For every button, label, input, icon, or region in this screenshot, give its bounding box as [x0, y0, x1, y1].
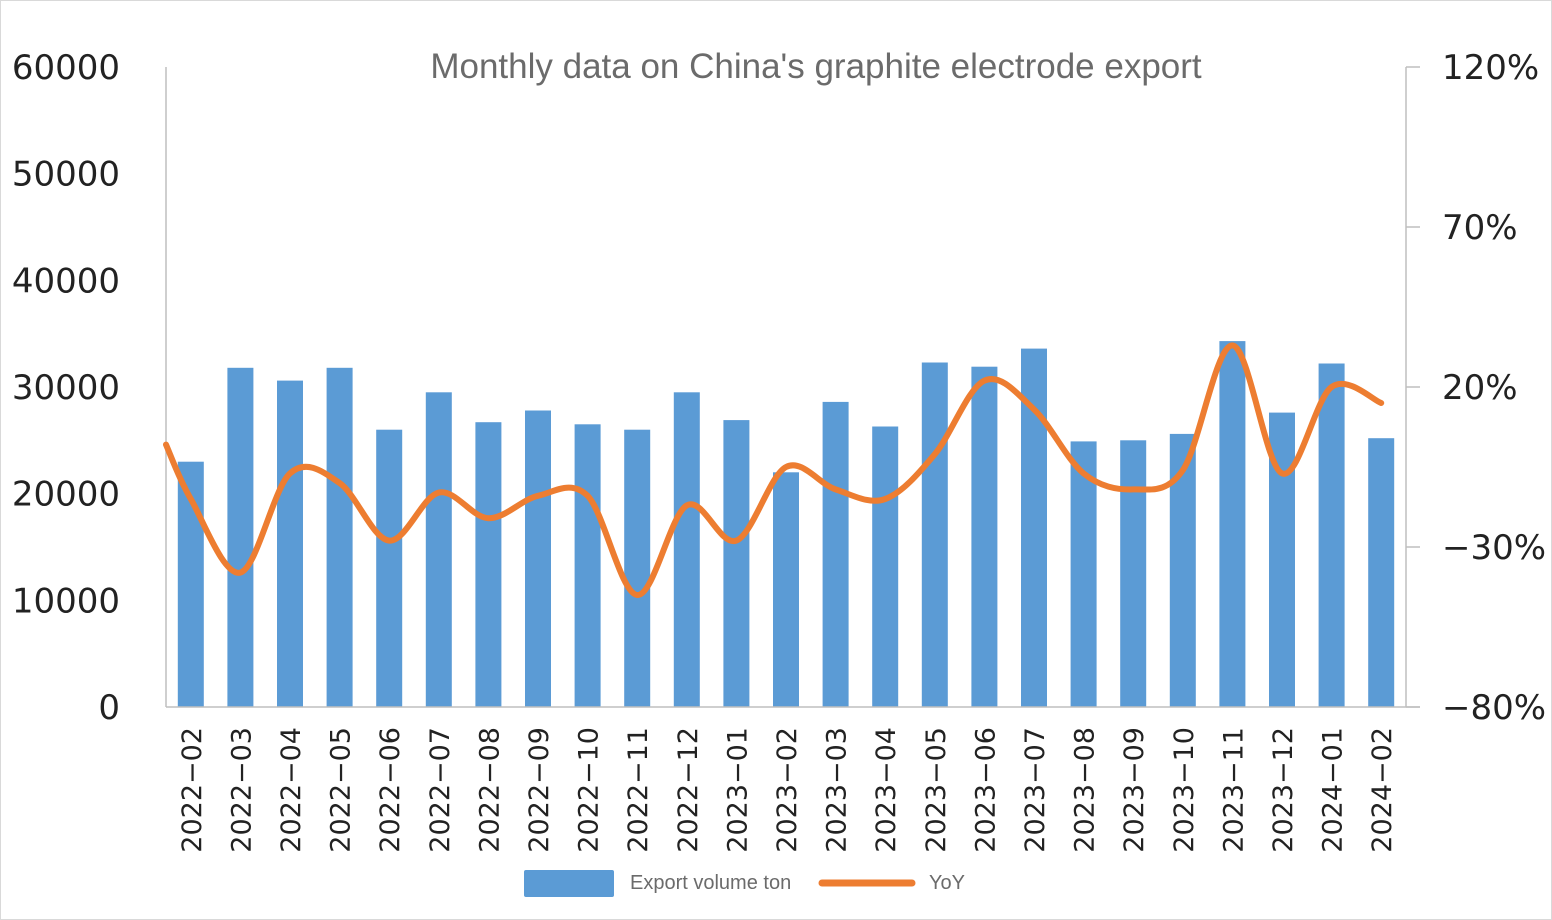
- x-tick-label: 2024−01: [1318, 727, 1349, 853]
- x-tick-label: 2023−06: [970, 727, 1001, 853]
- bar-2022−03: [227, 367, 254, 707]
- bar-2022−08: [475, 422, 502, 707]
- bar-2023−02: [773, 472, 799, 707]
- bar-2022−04: [277, 380, 303, 707]
- line-series: [163, 342, 1385, 598]
- x-tick-label: 2022−02: [177, 727, 208, 853]
- right-tick-label: 20%: [1442, 368, 1518, 408]
- x-tick-label: 2024−02: [1367, 727, 1398, 853]
- left-axis-ticks: 0 10000 20000 30000 40000 50000 60000: [12, 48, 120, 728]
- bar-series: [177, 341, 1395, 707]
- bar-2023−04: [872, 426, 899, 707]
- bar-2024−02: [1368, 438, 1395, 707]
- x-tick-label: 2022−08: [474, 727, 505, 853]
- chart-title: Monthly data on China's graphite electro…: [430, 47, 1202, 86]
- x-tick-label: 2023−07: [1020, 727, 1051, 853]
- x-tick-label: 2023−02: [772, 727, 803, 853]
- x-tick-label: 2022−04: [276, 727, 307, 853]
- legend-swatch-export-volume: [524, 870, 614, 897]
- bar-2022−10: [574, 424, 601, 707]
- x-tick-label: 2023−11: [1218, 727, 1249, 853]
- x-tick-label: 2023−05: [921, 727, 952, 853]
- bar-2023−01: [723, 420, 750, 707]
- legend-label-yoy: YoY: [929, 872, 965, 894]
- x-tick-label: 2023−03: [822, 727, 853, 853]
- x-tick-label: 2023−08: [1070, 727, 1101, 853]
- left-tick-label: 60000: [12, 48, 120, 88]
- bar-2022−12: [673, 392, 700, 707]
- left-tick-label: 40000: [12, 261, 120, 301]
- right-tick-label: −30%: [1442, 528, 1546, 568]
- bar-2023−05: [921, 362, 948, 707]
- x-axis-ticks: 2022−02 2022−03 2022−04 2022−05 2022−06 2022−…: [177, 727, 1398, 853]
- bar-2023−08: [1070, 441, 1097, 707]
- yoy-line: [163, 342, 1385, 598]
- left-tick-label: 20000: [12, 475, 120, 515]
- right-tick-label: 70%: [1442, 208, 1518, 248]
- left-tick-label: 0: [98, 688, 120, 728]
- x-tick-label: 2022−12: [673, 727, 704, 853]
- right-axis-ticks: −80% −30% 20% 70% 120%: [1406, 48, 1546, 728]
- bar-2023−11: [1219, 341, 1246, 707]
- left-tick-label: 30000: [12, 368, 120, 408]
- x-tick-label: 2023−09: [1119, 727, 1150, 853]
- left-tick-label: 50000: [12, 155, 120, 195]
- right-tick-label: 120%: [1442, 48, 1539, 88]
- bar-2022−05: [326, 367, 353, 707]
- bar-2022−06: [376, 429, 403, 707]
- bar-2023−06: [971, 366, 998, 707]
- x-tick-label: 2022−10: [574, 727, 605, 853]
- bar-2022−11: [624, 429, 651, 707]
- left-tick-label: 10000: [12, 581, 120, 621]
- x-tick-label: 2023−10: [1169, 727, 1200, 853]
- x-tick-label: 2022−05: [326, 727, 357, 853]
- x-tick-label: 2022−11: [623, 727, 654, 853]
- x-tick-label: 2022−03: [226, 727, 257, 853]
- x-tick-label: 2023−12: [1268, 727, 1299, 853]
- x-tick-label: 2022−09: [524, 727, 555, 853]
- bar-2022−07: [425, 392, 452, 707]
- bar-2023−09: [1120, 440, 1147, 707]
- legend-label-export-volume: Export volume ton: [630, 872, 791, 894]
- bar-2022−09: [525, 410, 551, 707]
- right-tick-label: −80%: [1442, 688, 1546, 728]
- bar-2024−01: [1318, 363, 1345, 707]
- bar-2023−03: [822, 401, 849, 707]
- x-tick-label: 2022−06: [375, 727, 406, 853]
- legend: Export volume ton YoY: [524, 870, 965, 897]
- x-tick-label: 2023−01: [722, 727, 753, 853]
- x-tick-label: 2022−07: [425, 727, 456, 853]
- x-tick-label: 2023−04: [871, 727, 902, 853]
